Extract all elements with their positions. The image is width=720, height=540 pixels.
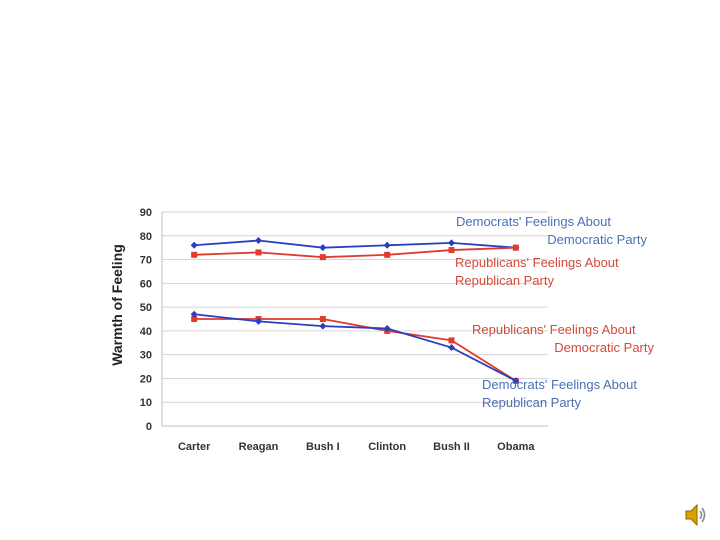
series-group bbox=[190, 237, 520, 385]
series-rep_dem bbox=[191, 316, 519, 384]
data-point-rep_dem bbox=[448, 337, 455, 344]
y-axis-label: Warmth of Feeling bbox=[109, 244, 125, 366]
y-tick-label: 80 bbox=[140, 231, 152, 243]
data-point-dem_rep bbox=[383, 325, 391, 333]
annotation-line: Republicans' Feelings About bbox=[472, 322, 636, 337]
data-point-dem_dem bbox=[255, 237, 262, 245]
series-line-rep_rep bbox=[194, 246, 516, 259]
series-rep_rep bbox=[191, 244, 519, 261]
data-point-dem_rep bbox=[255, 317, 262, 325]
x-tick-label: Carter bbox=[178, 441, 211, 453]
data-point-rep_dem bbox=[191, 316, 198, 322]
y-tick-label: 90 bbox=[140, 207, 152, 219]
y-tick-label: 0 bbox=[146, 421, 152, 433]
x-tick-label: Bush I bbox=[306, 441, 340, 453]
y-tick-label: 20 bbox=[140, 373, 152, 385]
y-tick-label: 50 bbox=[140, 302, 152, 314]
data-point-dem_dem bbox=[383, 241, 391, 249]
data-point-dem_rep bbox=[448, 344, 455, 352]
y-tick-label: 10 bbox=[140, 397, 152, 409]
series-line-dem_rep bbox=[194, 313, 517, 382]
x-tick-label: Obama bbox=[497, 441, 535, 453]
data-point-dem_rep bbox=[319, 322, 327, 330]
annotation-line: Republican Party bbox=[482, 395, 581, 410]
y-tick-label: 40 bbox=[140, 326, 152, 338]
annotation-line: Democrats' Feelings About bbox=[482, 377, 637, 392]
data-point-dem_dem bbox=[190, 241, 198, 249]
annotation-rep_dem: Republicans' Feelings About Democratic Pa… bbox=[472, 322, 654, 355]
series-line-dem_dem bbox=[194, 239, 516, 249]
data-point-rep_rep bbox=[191, 251, 198, 258]
y-tick-label: 30 bbox=[140, 350, 152, 362]
x-tick-label: Bush II bbox=[433, 441, 470, 453]
annotation-dem_rep: Democrats' Feelings About Republican Part… bbox=[482, 377, 637, 410]
annotation-line: Democrats' Feelings About bbox=[456, 214, 611, 229]
data-point-dem_dem bbox=[319, 244, 327, 252]
data-point-rep_dem bbox=[319, 316, 326, 322]
y-tick-label: 60 bbox=[140, 278, 152, 290]
annotation-rep_rep: Republicans' Feelings About Republican Pa… bbox=[455, 255, 619, 288]
data-point-dem_rep bbox=[190, 310, 198, 318]
data-point-dem_dem bbox=[448, 239, 455, 247]
data-point-rep_rep bbox=[512, 244, 519, 251]
x-tick-label: Reagan bbox=[239, 441, 279, 453]
grid bbox=[162, 211, 548, 427]
x-tick-label: Clinton bbox=[368, 441, 406, 453]
data-point-rep_rep bbox=[255, 249, 262, 256]
annotation-line: Democratic Party bbox=[547, 232, 647, 247]
data-point-rep_rep bbox=[448, 247, 455, 254]
annotation-line: Republicans' Feelings About bbox=[455, 255, 619, 270]
data-point-dem_rep bbox=[512, 377, 520, 385]
speaker-icon[interactable] bbox=[684, 502, 708, 528]
annotations: Democrats' Feelings About Democratic Part… bbox=[455, 214, 654, 410]
data-point-rep_rep bbox=[319, 254, 326, 261]
axes: 0 10 20 30 40 50 60 70 80 90 Carter Reagan Bush I Cli… bbox=[140, 207, 548, 453]
y-tick-label: 70 bbox=[140, 255, 152, 267]
annotation-line: Republican Party bbox=[455, 273, 554, 288]
series-dem_rep bbox=[190, 310, 520, 385]
annotation-line: Democratic Party bbox=[554, 340, 654, 355]
annotation-dem_dem: Democrats' Feelings About Democratic Part… bbox=[456, 214, 647, 247]
data-point-rep_rep bbox=[384, 251, 391, 258]
series-line-rep_dem bbox=[194, 318, 517, 382]
